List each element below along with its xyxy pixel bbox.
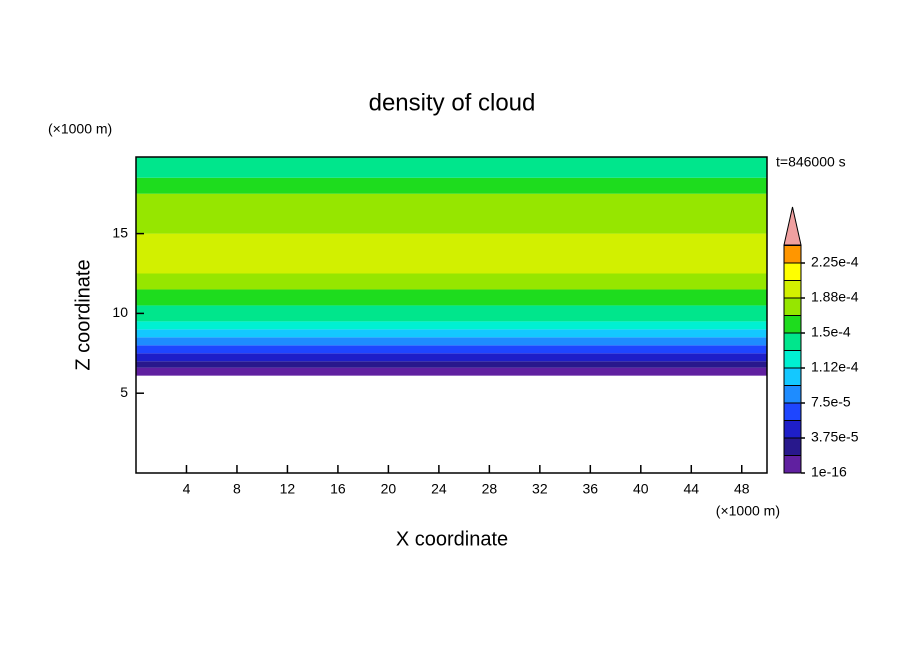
colorbar-tick-label: 1e-16	[811, 464, 847, 480]
contour-band	[136, 289, 767, 306]
contour-band	[136, 157, 767, 178]
x-tick-label: 36	[583, 481, 599, 497]
colorbar-tick-label: 2.25e-4	[811, 254, 859, 270]
y-unit: (×1000 m)	[48, 121, 112, 137]
contour-band	[136, 177, 767, 194]
colorbar-box	[783, 455, 802, 474]
x-tick-label: 44	[683, 481, 699, 497]
contour-band	[136, 305, 767, 322]
colorbar-box	[783, 420, 802, 439]
contour-band	[136, 361, 767, 368]
colorbar-tick-label: 1.12e-4	[811, 359, 859, 375]
x-axis-label: X coordinate	[396, 528, 508, 550]
y-tick-label: 10	[112, 304, 128, 320]
colorbar-box	[783, 262, 802, 281]
time-annotation: t=846000 s	[776, 154, 846, 170]
contour-band	[136, 329, 767, 338]
x-tick-label: 28	[482, 481, 498, 497]
colorbar-tick-label: 1.5e-4	[811, 324, 851, 340]
colorbar-tick-label: 1.88e-4	[811, 289, 859, 305]
y-tick-label: 5	[120, 384, 128, 400]
plot-frame	[135, 156, 768, 474]
colorbar-tick-label: 3.75e-5	[811, 429, 859, 445]
x-tick-label: 8	[233, 481, 241, 497]
colorbar-box	[783, 437, 802, 456]
colorbar-tick-label: 7.5e-5	[811, 394, 851, 410]
contour-band	[136, 345, 767, 354]
contour-band	[136, 321, 767, 330]
x-tick-label: 32	[532, 481, 548, 497]
x-tick-label: 48	[734, 481, 750, 497]
x-tick-label: 16	[330, 481, 346, 497]
chart-title: density of cloud	[369, 89, 536, 116]
contour-band	[136, 193, 767, 234]
x-tick-label: 24	[431, 481, 447, 497]
contour-band	[136, 337, 767, 346]
x-tick-label: 4	[183, 481, 191, 497]
colorbar-box	[783, 385, 802, 404]
contour-band	[136, 367, 767, 376]
x-tick-label: 40	[633, 481, 649, 497]
colorbar-box	[783, 315, 802, 334]
colorbar-box	[783, 350, 802, 369]
contour-band	[136, 273, 767, 290]
colorbar-box	[783, 402, 802, 421]
colorbar-box	[783, 280, 802, 299]
y-tick-label: 15	[112, 224, 128, 240]
contour-band	[136, 233, 767, 274]
x-unit: (×1000 m)	[716, 503, 780, 519]
colorbar-box	[783, 367, 802, 386]
y-axis-label: Z coordinate	[72, 259, 94, 370]
contour-band	[136, 353, 767, 362]
colorbar-box	[783, 332, 802, 351]
plot-area	[136, 157, 767, 376]
x-tick-label: 20	[381, 481, 397, 497]
colorbar-box	[783, 245, 802, 264]
colorbar-box	[783, 297, 802, 316]
x-tick-label: 12	[280, 481, 296, 497]
